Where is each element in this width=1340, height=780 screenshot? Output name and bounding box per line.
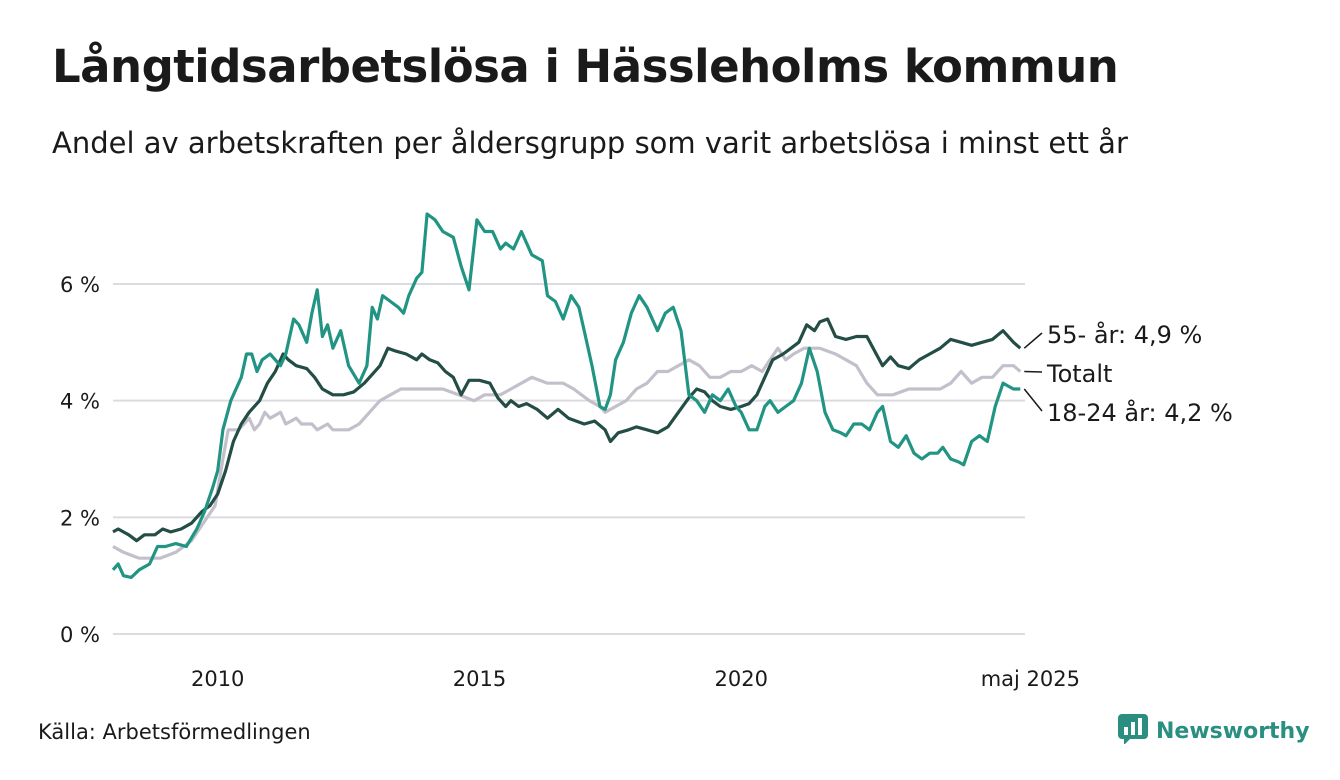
chart-subtitle: Andel av arbetskraften per åldersgrupp s…	[52, 126, 1128, 160]
series-lines	[111, 212, 1022, 579]
y-tick-label: 2 %	[60, 506, 100, 530]
source-note: Källa: Arbetsförmedlingen	[38, 720, 311, 744]
series-line-totalt	[112, 346, 1022, 560]
newsworthy-logo-icon	[1118, 714, 1148, 748]
x-tick-label: 2020	[715, 667, 768, 691]
y-tick-label: 6 %	[60, 273, 100, 297]
chart-title: Långtidsarbetslösa i Hässleholms kommun	[52, 40, 1119, 93]
x-tick-label: maj 2025	[981, 667, 1080, 691]
label-leader-line	[1023, 332, 1043, 349]
series-end-label: 18-24 år: 4,2 %	[1047, 398, 1233, 427]
label-leader-line	[1024, 370, 1043, 373]
series-end-label: 55- år: 4,9 %	[1047, 320, 1202, 349]
label-leader-line	[1023, 388, 1043, 412]
y-tick-label: 0 %	[60, 623, 100, 647]
brand-name: Newsworthy	[1156, 718, 1310, 744]
axis-labels: 0 % 2 % 4 % 6 % 2010 2015 2020 maj 2025	[60, 273, 1080, 691]
x-tick-label: 2015	[453, 667, 506, 691]
x-tick-label: 2010	[191, 667, 244, 691]
series-line-18-24-r	[111, 212, 1021, 579]
end-labels: 55- år: 4,9 % Totalt 18-24 år: 4,2 %	[1023, 320, 1233, 427]
gridlines	[113, 283, 1025, 635]
series-line-55-r	[112, 317, 1022, 543]
series-end-label: Totalt	[1046, 360, 1112, 388]
y-tick-label: 4 %	[60, 390, 100, 414]
brand: Newsworthy	[1118, 714, 1310, 748]
line-chart: 0 % 2 % 4 % 6 % 2010 2015 2020 maj 2025 55- år:…	[60, 212, 1233, 691]
